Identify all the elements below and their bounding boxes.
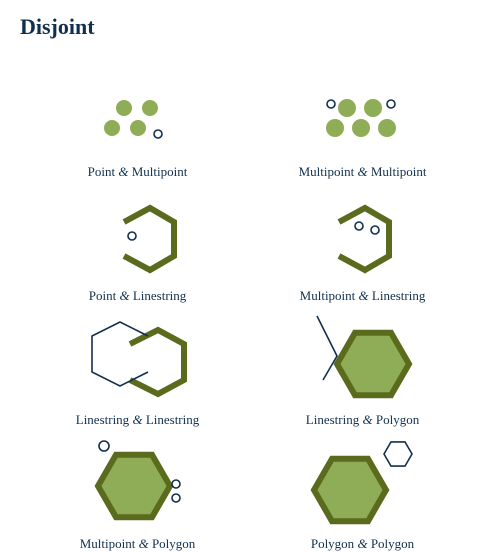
label-a: Point (89, 288, 116, 303)
ampersand: & (359, 288, 369, 303)
diagram-svg (78, 80, 198, 160)
diagram-svg (288, 432, 438, 532)
label-a: Polygon (311, 536, 354, 551)
page: Disjoint Point & MultipointMultipoint & … (0, 0, 500, 550)
label-b: Multipoint (132, 164, 188, 179)
caption: Linestring & Linestring (76, 412, 200, 428)
diagram-grid: Point & MultipointMultipoint & Multipoin… (30, 60, 470, 552)
caption: Multipoint & Multipoint (299, 164, 427, 180)
ampersand: & (357, 536, 367, 551)
cell-linestring-linestring: Linestring & Linestring (30, 308, 245, 428)
cell-polygon-polygon: Polygon & Polygon (255, 432, 470, 552)
label-a: Multipoint (299, 164, 355, 179)
label-a: Point (88, 164, 115, 179)
label-a: Multipoint (80, 536, 136, 551)
label-b: Linestring (133, 288, 186, 303)
caption: Point & Multipoint (88, 164, 188, 180)
diagram-svg (78, 194, 198, 284)
label-b: Polygon (152, 536, 195, 551)
label-b: Multipoint (371, 164, 427, 179)
ampersand: & (357, 164, 367, 179)
diagram-svg (68, 432, 208, 532)
cell-multipoint-linestring: Multipoint & Linestring (255, 184, 470, 304)
caption: Multipoint & Linestring (300, 288, 426, 304)
cell-multipoint-polygon: Multipoint & Polygon (30, 432, 245, 552)
diagram-svg (293, 80, 433, 160)
label-b: Polygon (371, 536, 414, 551)
caption: Linestring & Polygon (306, 412, 419, 428)
cell-point-multipoint: Point & Multipoint (30, 60, 245, 180)
diagram-svg (303, 194, 423, 284)
ampersand: & (118, 164, 128, 179)
cell-linestring-polygon: Linestring & Polygon (255, 308, 470, 428)
label-b: Polygon (376, 412, 419, 427)
ampersand: & (132, 412, 142, 427)
label-a: Multipoint (300, 288, 356, 303)
label-b: Linestring (372, 288, 425, 303)
ampersand: & (139, 536, 149, 551)
label-a: Linestring (76, 412, 129, 427)
cell-point-linestring: Point & Linestring (30, 184, 245, 304)
diagram-svg (68, 308, 208, 408)
label-a: Linestring (306, 412, 359, 427)
diagram-svg (293, 308, 433, 408)
ampersand: & (362, 412, 372, 427)
ampersand: & (119, 288, 129, 303)
label-b: Linestring (146, 412, 199, 427)
cell-multipoint-multipoint: Multipoint & Multipoint (255, 60, 470, 180)
caption: Point & Linestring (89, 288, 187, 304)
page-title: Disjoint (20, 14, 95, 40)
